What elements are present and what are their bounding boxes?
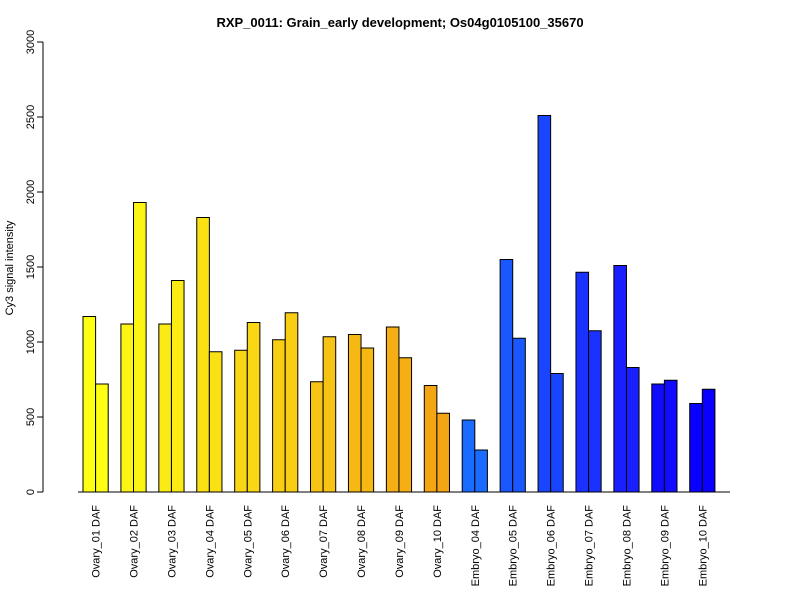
bar-12-2 bbox=[512, 337, 526, 493]
x-category-label: Ovary_05 DAF bbox=[242, 505, 254, 578]
bar-16-1 bbox=[651, 383, 665, 493]
x-category-label: Ovary_07 DAF bbox=[318, 505, 330, 578]
x-category-label: Ovary_08 DAF bbox=[356, 505, 368, 578]
bar-1-1 bbox=[82, 316, 97, 493]
bar-17-2 bbox=[701, 388, 716, 493]
bar-14-2 bbox=[588, 330, 602, 493]
bar-10-1 bbox=[423, 385, 438, 493]
x-category-label: Embryo_06 DAF bbox=[546, 505, 558, 587]
bar-7-2 bbox=[322, 336, 337, 493]
bar-8-1 bbox=[347, 334, 362, 493]
bar-8-2 bbox=[360, 347, 375, 493]
y-tick-label: 0 bbox=[25, 489, 37, 495]
bar-17-1 bbox=[689, 403, 703, 493]
bar-4-1 bbox=[196, 217, 210, 493]
bar-9-1 bbox=[385, 326, 400, 493]
category-labels: Ovary_01 DAF Ovary_02 DAF Ovary_03 DAF Ovar… bbox=[91, 505, 710, 587]
bars bbox=[82, 115, 716, 493]
x-category-label: Ovary_10 DAF bbox=[432, 505, 444, 578]
bar-12-1 bbox=[499, 259, 514, 493]
y-tick-label: 2500 bbox=[25, 105, 37, 129]
bar-13-2 bbox=[550, 373, 564, 493]
x-category-label: Ovary_06 DAF bbox=[280, 505, 292, 578]
bar-6-2 bbox=[284, 312, 299, 493]
x-category-label: Ovary_01 DAF bbox=[91, 505, 103, 578]
bar-5-1 bbox=[234, 349, 248, 493]
bar-11-1 bbox=[461, 419, 476, 493]
y-tick-label: 2000 bbox=[25, 180, 37, 204]
x-category-label: Embryo_08 DAF bbox=[621, 505, 633, 587]
bar-16-2 bbox=[663, 379, 678, 493]
bar-2-1 bbox=[120, 323, 135, 493]
chart-title: RXP_0011: Grain_early development; Os04g… bbox=[216, 15, 583, 30]
bar-11-2 bbox=[474, 449, 488, 493]
bar-10-2 bbox=[436, 412, 450, 493]
y-tick-label: 1000 bbox=[25, 330, 37, 354]
bar-5-2 bbox=[246, 322, 261, 493]
bar-3-2 bbox=[170, 280, 185, 493]
x-category-label: Embryo_04 DAF bbox=[470, 505, 482, 587]
bar-9-2 bbox=[398, 357, 413, 493]
bar-4-2 bbox=[208, 351, 223, 493]
y-tick-label: 500 bbox=[25, 408, 37, 426]
x-category-label: Ovary_02 DAF bbox=[129, 505, 141, 578]
bar-2-2 bbox=[133, 202, 147, 493]
x-category-label: Embryo_10 DAF bbox=[697, 505, 709, 587]
y-axis-label: Cy3 signal intensity bbox=[4, 220, 16, 315]
y-tick-label: 3000 bbox=[25, 30, 37, 54]
bar-1-2 bbox=[95, 383, 109, 493]
bar-14-1 bbox=[575, 271, 590, 493]
y-tick-label: 1500 bbox=[25, 255, 37, 279]
x-category-label: Ovary_04 DAF bbox=[204, 505, 216, 578]
bar-15-2 bbox=[625, 367, 640, 493]
x-category-label: Embryo_07 DAF bbox=[584, 505, 596, 587]
x-category-label: Embryo_05 DAF bbox=[508, 505, 520, 587]
bar-15-1 bbox=[613, 265, 627, 493]
bar-13-1 bbox=[537, 115, 552, 493]
bar-6-1 bbox=[272, 339, 286, 493]
x-category-label: Ovary_03 DAF bbox=[166, 505, 178, 578]
bar-3-1 bbox=[158, 323, 172, 493]
bar-7-1 bbox=[310, 381, 324, 493]
x-category-label: Embryo_09 DAF bbox=[659, 505, 671, 587]
x-category-label: Ovary_09 DAF bbox=[394, 505, 406, 578]
y-axis: 0 500 1000 1500 2000 2500 3000 bbox=[25, 30, 44, 495]
